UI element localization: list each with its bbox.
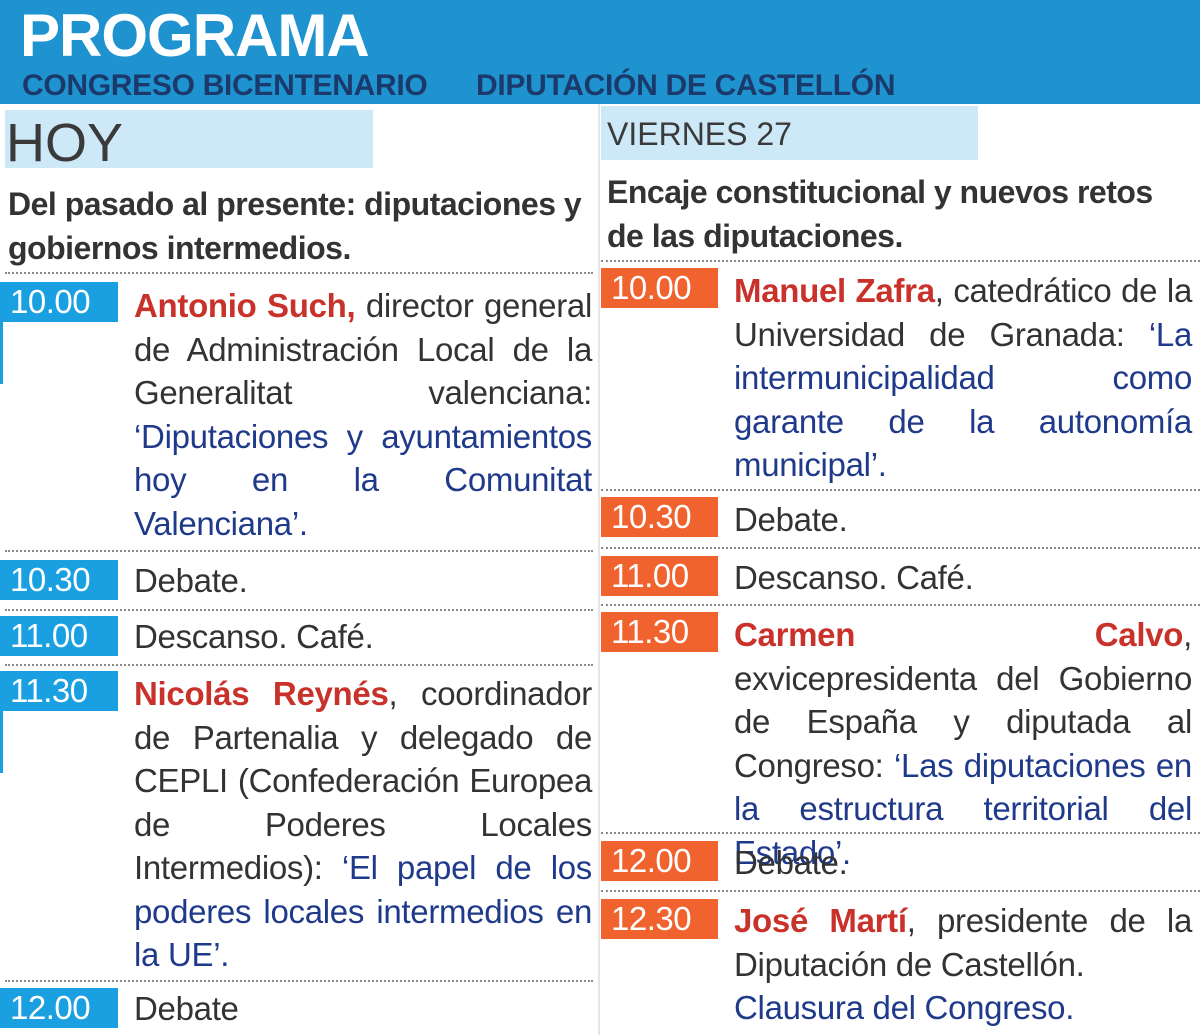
time-badge: 10.00 <box>0 282 118 322</box>
agenda-text: Descanso. Café. <box>134 618 374 655</box>
time-badge: 11.30 <box>601 612 718 652</box>
talk-title: ‘La intermunicipalidad como garante de l… <box>734 315 1192 484</box>
time-badge: 10.30 <box>0 560 118 600</box>
organizer-subtitle: DIPUTACIÓN DE CASTELLÓN <box>476 69 896 102</box>
agenda-item: Descanso. Café. <box>134 615 592 659</box>
speaker-name: Manuel Zafra <box>734 272 935 309</box>
speaker-role: , catedrático de la Universidad de Grana… <box>734 272 1192 353</box>
agenda-text: Descanso. Café. <box>734 559 974 596</box>
closing-note: Clausura del Congreso. <box>734 989 1075 1026</box>
agenda-item: Carmen Calvo, exvicepresidenta del Gobie… <box>734 613 1192 874</box>
separator <box>5 550 593 552</box>
time-badge: 11.00 <box>0 616 118 656</box>
agenda-text: Debate. <box>734 844 848 881</box>
session-theme: Encaje constitucional y nuevos retos de … <box>607 174 1153 254</box>
agenda-item: Debate <box>134 987 592 1031</box>
separator <box>5 272 593 274</box>
program-title: PROGRAMA <box>20 2 370 69</box>
speaker-name: Carmen Calvo <box>734 616 1184 653</box>
talk-title: ‘Las diputaciones en la estructura terri… <box>734 746 1192 871</box>
speaker-name: Antonio Such, <box>134 287 356 324</box>
agenda-item: Nicolás Reynés, coordinador de Partenali… <box>134 672 592 977</box>
agenda-text: Debate <box>134 990 239 1027</box>
agenda-item: Descanso. Café. <box>734 556 1192 600</box>
speaker-role: , coordinador de Partenalia y delegado d… <box>134 675 592 886</box>
separator <box>5 980 593 982</box>
agenda-item: Debate. <box>134 559 592 603</box>
separator <box>601 604 1200 606</box>
speaker-name: Nicolás Reynés <box>134 675 389 712</box>
time-badge: 10.30 <box>601 497 718 537</box>
accent-bar <box>0 711 3 773</box>
speaker-role: , exvicepresidenta del Gobierno de Españ… <box>734 616 1192 784</box>
day-band <box>601 106 978 160</box>
separator <box>601 832 1200 834</box>
time-badge: 11.00 <box>601 556 718 596</box>
speaker-role: director general de Administración Local… <box>134 287 592 411</box>
separator <box>601 260 1200 262</box>
day-band <box>5 110 373 168</box>
program-header: PROGRAMA CONGRESO BICENTENARIO DIPUTACIÓ… <box>0 0 1200 104</box>
time-badge: 12.00 <box>601 841 718 881</box>
talk-title: ‘El papel de los poderes locales interme… <box>134 849 592 973</box>
agenda-item: José Martí, presidente de la Diputación … <box>734 899 1192 1030</box>
day-heading: VIERNES 27 <box>607 116 792 152</box>
speaker-role: , presidente de la Diputación de Castell… <box>734 902 1192 983</box>
agenda-item: Debate. <box>734 498 1192 542</box>
separator <box>5 664 593 666</box>
time-badge: 11.30 <box>0 671 118 711</box>
agenda-text: Debate. <box>734 501 848 538</box>
column-divider <box>598 104 600 1035</box>
day-heading: HOY <box>6 113 124 173</box>
time-badge: 12.30 <box>601 899 718 939</box>
session-theme: Del pasado al presente: diputaciones y g… <box>8 186 582 266</box>
talk-title: ‘Diputaciones y ayuntamientos hoy en la … <box>134 417 592 542</box>
separator <box>5 609 593 611</box>
separator <box>601 547 1200 549</box>
time-badge: 12.00 <box>0 988 118 1028</box>
agenda-text: Debate. <box>134 562 248 599</box>
time-badge: 10.00 <box>601 268 718 308</box>
agenda-item: Manuel Zafra, catedrático de la Universi… <box>734 269 1192 487</box>
accent-bar <box>0 322 3 384</box>
speaker-name: José Martí <box>734 902 907 939</box>
agenda-item: Antonio Such, director general de Admini… <box>134 284 592 545</box>
congress-subtitle: CONGRESO BICENTENARIO <box>22 69 428 102</box>
separator <box>601 489 1200 491</box>
separator <box>601 890 1200 892</box>
agenda-item: Debate. <box>734 841 1192 885</box>
